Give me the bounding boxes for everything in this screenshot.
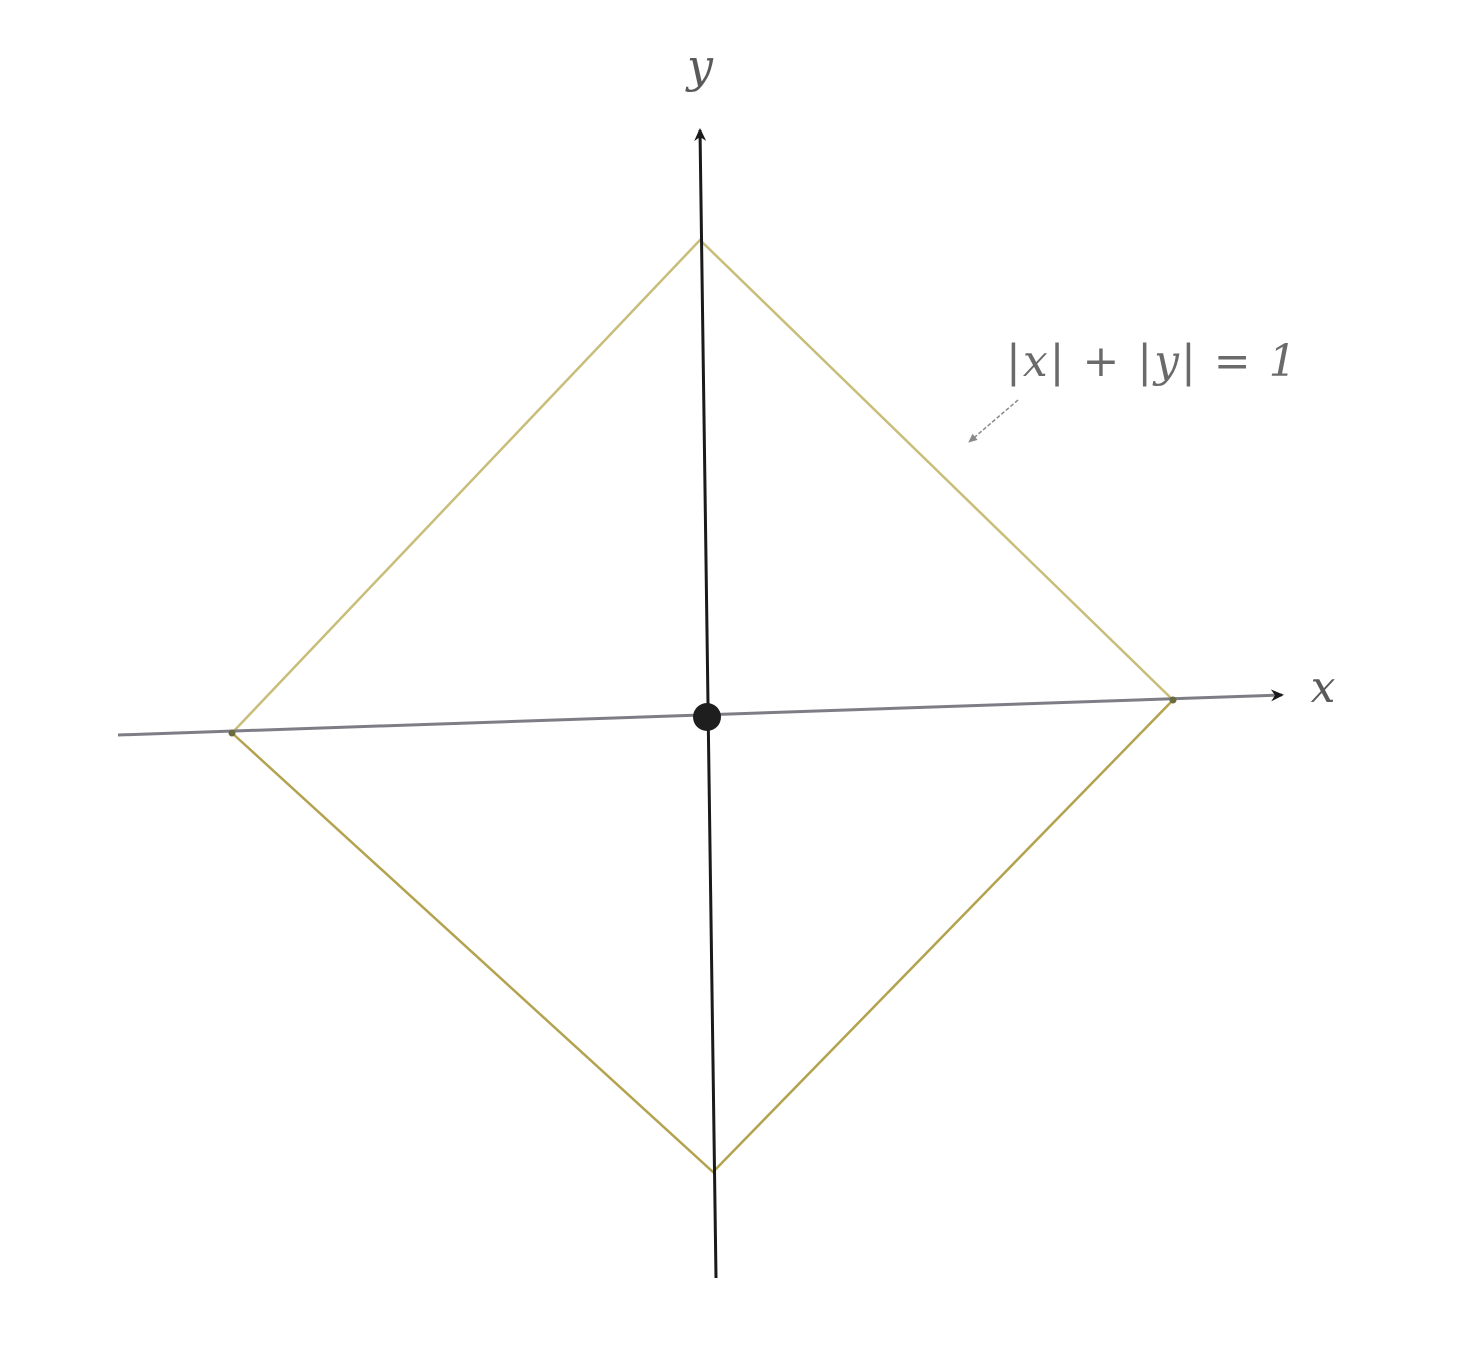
- x-axis-label: x: [1311, 662, 1336, 713]
- origin-point: [693, 703, 721, 731]
- diamond-upper-edges: [231, 238, 1174, 734]
- vertex-left: [228, 729, 236, 737]
- vertex-right: [1169, 696, 1177, 704]
- curve-label: |x| + |y| = 1: [1006, 336, 1299, 387]
- annotation-arrow: [968, 399, 1019, 443]
- y-axis-label: y: [685, 39, 714, 93]
- diamond-lower-edges: [231, 699, 1174, 1174]
